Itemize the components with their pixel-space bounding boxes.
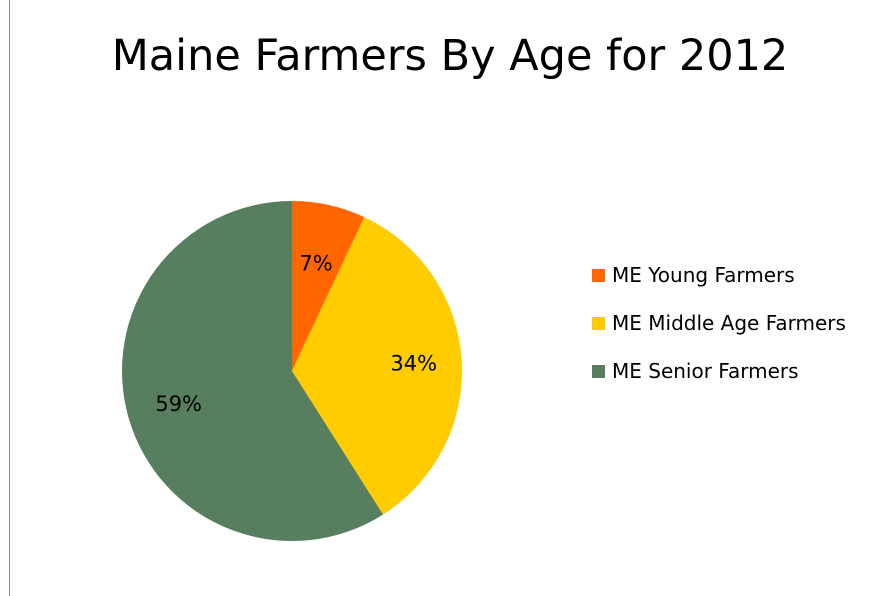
legend-swatch-middle-age (592, 317, 605, 330)
pie-slice-middle-age (292, 217, 462, 515)
data-label-middle-age: 34% (390, 351, 437, 375)
legend-label-senior: ME Senior Farmers (612, 359, 799, 383)
pie-slice-young (292, 201, 365, 371)
legend-swatch-young (592, 269, 605, 282)
legend-swatch-senior (592, 365, 605, 378)
chart-title: Maine Farmers By Age for 2012 (111, 31, 789, 81)
pie-slice-senior (121, 201, 384, 541)
legend-item-young: ME Young Farmers (592, 262, 872, 288)
data-label-young: 7% (299, 252, 332, 276)
legend-label-middle-age: ME Middle Age Farmers (612, 311, 846, 335)
legend-item-middle-age: ME Middle Age Farmers (592, 310, 872, 336)
legend: ME Young Farmers ME Middle Age Farmers M… (592, 262, 872, 384)
legend-label-young: ME Young Farmers (612, 263, 795, 287)
legend-item-senior: ME Senior Farmers (592, 358, 872, 384)
data-label-senior: 59% (155, 392, 202, 416)
